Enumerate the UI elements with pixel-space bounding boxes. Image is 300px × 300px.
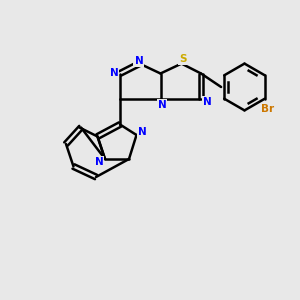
Text: N: N — [94, 157, 103, 167]
Text: N: N — [158, 100, 166, 110]
Text: N: N — [202, 97, 211, 107]
Text: Br: Br — [261, 104, 274, 114]
Text: S: S — [179, 54, 187, 64]
Text: N: N — [110, 68, 118, 79]
Text: N: N — [138, 127, 147, 137]
Text: N: N — [134, 56, 143, 66]
